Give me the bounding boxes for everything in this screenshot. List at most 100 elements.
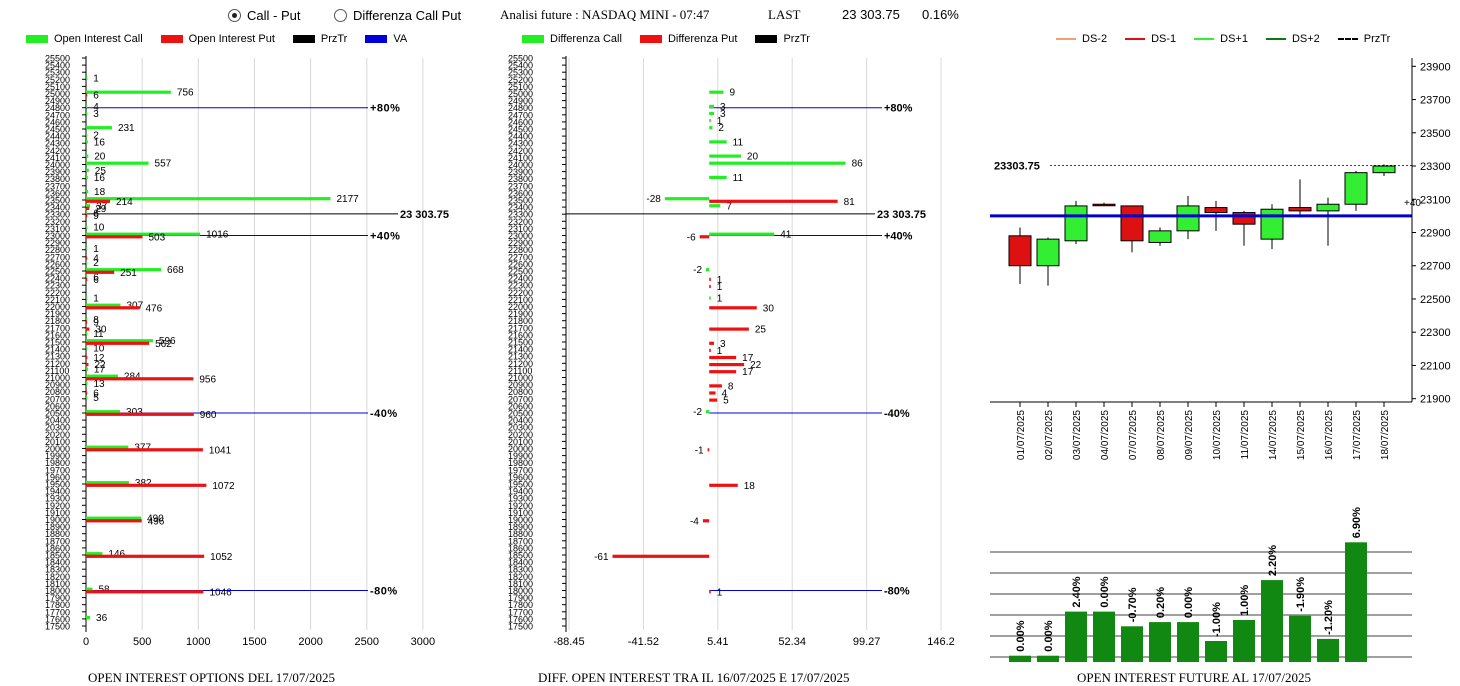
data-label: 0.20% <box>1155 587 1167 618</box>
candle-body <box>1092 203 1116 207</box>
reference-label: +80% <box>370 103 400 115</box>
data-label: 17 <box>742 353 754 364</box>
data-label: -1.20% <box>1323 600 1335 635</box>
bar <box>86 339 153 343</box>
bar <box>709 104 714 108</box>
bar <box>86 199 111 203</box>
legend-item: Open Interest Put <box>160 33 275 45</box>
y-tick-label: 22200 <box>45 288 70 298</box>
radio-differenza[interactable]: Differenza Call Put <box>334 8 461 23</box>
bar <box>86 395 88 400</box>
y-tick-label: 22500 <box>45 267 70 277</box>
y-tick-label: 24700 <box>508 110 533 120</box>
bar <box>86 363 89 367</box>
y-tick-label: 23200 <box>45 217 70 227</box>
data-label: 557 <box>155 159 172 170</box>
data-label: 16 <box>94 173 106 184</box>
x-tick-label: 01/07/2025 <box>1016 410 1027 460</box>
y-tick-label: 24200 <box>508 146 533 156</box>
bar <box>702 519 710 523</box>
bar <box>709 398 718 402</box>
legend-label: Open Interest Put <box>188 33 275 45</box>
data-label: 596 <box>159 336 176 347</box>
y-tick-label: 23600 <box>508 188 533 198</box>
bar <box>1093 611 1115 662</box>
y-tick-label: 22700 <box>508 252 533 262</box>
y-tick-label: 21000 <box>45 373 70 383</box>
y-tick-label: 19000 <box>45 515 70 525</box>
y-tick-label: 20700 <box>45 394 70 404</box>
y-tick-label: 18500 <box>45 551 70 561</box>
y-tick-label: 21500 <box>508 338 533 348</box>
data-label: 0.00% <box>1015 620 1027 651</box>
legend-item: VA <box>365 33 407 45</box>
bar <box>86 211 88 215</box>
bar <box>1233 620 1255 662</box>
candle-body <box>1148 230 1172 243</box>
data-label: -0.70% <box>1127 587 1139 622</box>
data-label: 81 <box>844 197 856 208</box>
reference-label: -40% <box>884 408 910 420</box>
y-tick-label: 24100 <box>508 153 533 163</box>
y-tick-label: 22900 <box>1420 227 1451 239</box>
y-tick-label: 18700 <box>45 536 70 546</box>
y-tick-label: 21300 <box>45 352 70 362</box>
data-label: 17 <box>94 365 106 376</box>
y-tick-label: 19400 <box>45 487 70 497</box>
y-tick-label: 18400 <box>45 558 70 568</box>
y-tick-label: 25500 <box>45 54 70 64</box>
candle-body <box>1176 205 1200 232</box>
y-tick-label: 23900 <box>508 167 533 177</box>
bar <box>86 190 89 194</box>
y-tick-label: 17800 <box>508 600 533 610</box>
y-tick-label: 23700 <box>508 181 533 191</box>
y-tick-label: 23500 <box>45 196 70 206</box>
x-tick-label: 52.34 <box>778 636 806 648</box>
legend-label: DS+1 <box>1220 33 1248 45</box>
radio-call-put[interactable]: Call - Put <box>228 8 300 23</box>
x-tick-label: 1000 <box>186 636 210 648</box>
data-label: -2 <box>693 265 702 276</box>
candle-body <box>1372 165 1396 174</box>
data-label: 8 <box>93 315 99 326</box>
y-tick-label: 19700 <box>508 465 533 475</box>
legend-label: DS-2 <box>1082 33 1108 45</box>
x-tick-label: 99.27 <box>853 636 881 648</box>
bar <box>709 284 711 289</box>
x-tick-label: 500 <box>133 636 151 648</box>
legend-right: DS-2 DS-1 DS+1 DS+2 PrzTr <box>1056 33 1408 45</box>
price-label: 23 303.75 <box>877 209 926 221</box>
legend-swatch <box>26 35 48 43</box>
y-tick-label: 24300 <box>508 139 533 149</box>
y-tick-label: 21600 <box>508 330 533 340</box>
y-tick-label: 19600 <box>45 472 70 482</box>
candle-body <box>1036 238 1060 267</box>
data-label: 41 <box>780 230 792 241</box>
candle-body <box>1008 235 1032 267</box>
x-tick-label: 07/07/2025 <box>1128 410 1139 460</box>
data-label: 6 <box>93 90 99 101</box>
data-label: 2.20% <box>1267 545 1279 576</box>
data-label: 562 <box>155 339 172 350</box>
bar <box>86 154 89 158</box>
y-tick-label: 19200 <box>508 501 533 511</box>
bar <box>86 275 88 279</box>
y-tick-label: 23600 <box>45 188 70 198</box>
bar <box>1205 641 1227 662</box>
radio-unselected-icon[interactable] <box>334 9 347 22</box>
bar <box>86 213 88 218</box>
y-tick-label: 21700 <box>45 323 70 333</box>
data-label: 490 <box>147 514 164 525</box>
x-tick-label: 2500 <box>355 636 379 648</box>
data-label: 18 <box>744 481 756 492</box>
y-tick-label: 23100 <box>508 224 533 234</box>
bar <box>86 616 91 620</box>
data-label: 1052 <box>210 552 233 563</box>
data-label: 20 <box>94 152 106 163</box>
y-tick-label: 18200 <box>508 572 533 582</box>
legend-label: Differenza Put <box>667 33 738 45</box>
legend-swatch <box>160 35 183 43</box>
y-tick-label: 22500 <box>508 267 533 277</box>
data-label: 0.00% <box>1183 587 1195 618</box>
radio-selected-icon[interactable] <box>228 9 241 22</box>
